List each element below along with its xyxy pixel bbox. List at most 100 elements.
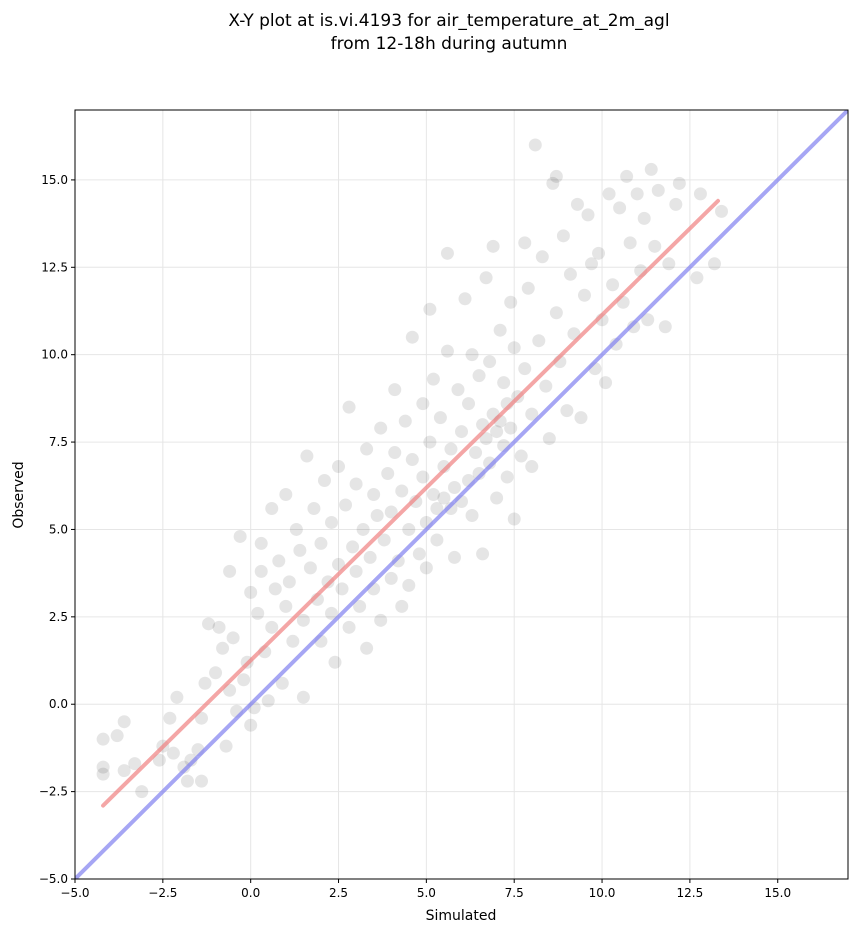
data-point xyxy=(96,760,110,774)
data-point xyxy=(518,236,532,250)
x-tick-label: 10.0 xyxy=(589,886,616,900)
data-point xyxy=(472,467,486,481)
data-point xyxy=(444,442,458,456)
data-point xyxy=(715,204,729,218)
y-axis-label: Observed xyxy=(11,461,27,528)
data-point xyxy=(637,211,651,225)
data-point xyxy=(585,257,599,271)
data-point xyxy=(690,271,704,285)
data-point xyxy=(251,606,265,620)
data-point xyxy=(423,302,437,316)
data-point xyxy=(627,320,641,334)
data-point xyxy=(465,348,479,362)
data-point xyxy=(212,620,226,634)
data-point xyxy=(549,169,563,183)
data-point xyxy=(332,460,346,474)
y-tick-label: 5.0 xyxy=(49,522,68,536)
data-point xyxy=(170,690,184,704)
data-point xyxy=(644,162,658,176)
data-point xyxy=(707,257,721,271)
data-point xyxy=(447,550,461,564)
data-point xyxy=(479,271,493,285)
data-point xyxy=(166,746,180,760)
data-point xyxy=(367,488,381,501)
data-point xyxy=(198,676,212,690)
data-point xyxy=(490,491,504,505)
y-tick-label: 7.5 xyxy=(49,435,68,449)
data-point xyxy=(216,641,230,655)
data-point xyxy=(254,536,268,550)
data-point xyxy=(602,187,616,201)
data-point xyxy=(194,711,208,725)
data-point xyxy=(693,187,707,201)
data-point xyxy=(609,337,623,351)
data-point xyxy=(339,498,353,512)
x-tick-label: 12.5 xyxy=(677,886,704,900)
data-point xyxy=(426,488,440,501)
data-point xyxy=(384,571,398,585)
data-point xyxy=(163,711,177,725)
data-point xyxy=(651,183,665,197)
data-point xyxy=(346,540,360,554)
data-point xyxy=(342,620,356,634)
data-point xyxy=(384,505,398,519)
data-point xyxy=(546,176,560,190)
data-point xyxy=(194,774,208,788)
data-point xyxy=(317,474,331,488)
data-point xyxy=(388,383,402,397)
data-point xyxy=(672,176,686,190)
data-point xyxy=(374,421,388,435)
y-tick-label: −2.5 xyxy=(39,785,68,799)
x-tick-label: 5.0 xyxy=(417,886,436,900)
data-point xyxy=(416,470,430,484)
data-point xyxy=(303,561,317,575)
scatter-points xyxy=(96,138,729,799)
y-tick-label: 10.0 xyxy=(41,348,68,362)
data-point xyxy=(209,666,223,680)
x-tick-label: 7.5 xyxy=(505,886,524,900)
data-point xyxy=(349,477,363,491)
data-point xyxy=(433,411,447,425)
data-point xyxy=(518,362,532,376)
data-point xyxy=(289,522,303,536)
data-point xyxy=(402,578,416,592)
data-point xyxy=(532,334,546,348)
data-point xyxy=(507,341,521,355)
data-point xyxy=(592,246,606,260)
data-point xyxy=(458,292,472,306)
y-tick-label: −5.0 xyxy=(39,872,68,886)
data-point xyxy=(560,404,574,418)
data-point xyxy=(419,561,433,575)
data-point xyxy=(184,753,198,767)
data-point xyxy=(307,501,321,515)
data-point xyxy=(286,634,300,648)
data-point xyxy=(279,599,293,613)
data-point xyxy=(237,673,251,687)
data-point xyxy=(381,467,395,481)
x-tick-label: 0.0 xyxy=(241,886,260,900)
data-point xyxy=(613,201,627,215)
data-point xyxy=(577,288,591,302)
data-point xyxy=(395,599,409,613)
data-point xyxy=(412,547,426,561)
data-point xyxy=(152,753,166,767)
data-point xyxy=(486,239,500,253)
data-point xyxy=(525,407,539,421)
data-point xyxy=(96,767,110,781)
data-point xyxy=(356,522,370,536)
data-point xyxy=(377,533,391,547)
y-axis-ticks: −5.0 −2.5 0.0 2.5 5.0 7.5 10.0 12.5 15.0 xyxy=(39,173,75,886)
y-tick-label: 0.0 xyxy=(49,697,68,711)
data-point xyxy=(539,379,553,393)
data-point xyxy=(324,515,338,529)
data-point xyxy=(398,414,412,428)
data-point xyxy=(599,376,613,390)
data-point xyxy=(374,613,388,627)
data-point xyxy=(630,187,644,201)
data-point xyxy=(542,432,556,446)
data-point xyxy=(620,169,634,183)
data-point xyxy=(360,442,374,456)
data-point xyxy=(430,501,444,515)
data-point xyxy=(423,435,437,449)
data-point xyxy=(244,585,258,599)
